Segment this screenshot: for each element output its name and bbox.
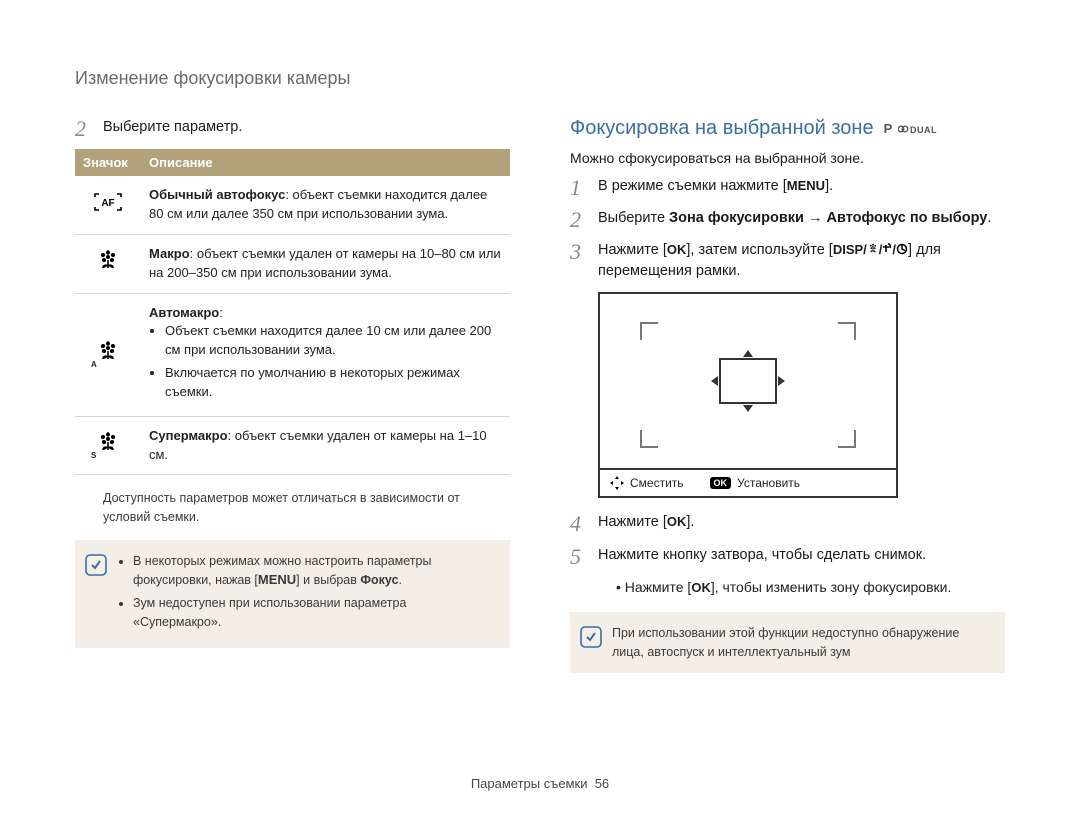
- page-footer: Параметры съемки 56: [0, 776, 1080, 791]
- right-step-3: 3 Нажмите [OK], затем используйте [DISP/…: [570, 240, 1005, 282]
- left-step-2: 2 Выберите параметр.: [75, 117, 510, 141]
- info-box-right: При использовании этой функции недоступн…: [570, 612, 1005, 674]
- info-text: При использовании этой функции недоступн…: [612, 624, 991, 662]
- right-step-4: 4 Нажмите [OK].: [570, 512, 1005, 536]
- row-rest: : объект съемки удален от камеры на 10–8…: [149, 246, 501, 280]
- step-number: 5: [570, 545, 598, 569]
- menu-key: MENU: [258, 570, 296, 590]
- dpad-icon: [610, 476, 624, 490]
- step-number: 1: [570, 176, 598, 200]
- lcd-viewport: [600, 294, 896, 468]
- step-number: 4: [570, 512, 598, 536]
- availability-note: Доступность параметров может отличаться …: [103, 489, 510, 525]
- lcd-move-label: Сместить: [630, 476, 684, 490]
- row-bold: Обычный автофокус: [149, 187, 285, 202]
- row-desc: Макро: объект съемки удален от камеры на…: [141, 234, 510, 293]
- focus-box: [719, 358, 777, 404]
- svg-text:AF: AF: [101, 198, 114, 209]
- macro-icon: [97, 250, 119, 278]
- mode-p-icon: P: [884, 121, 893, 136]
- ok-pill-icon: OK: [710, 477, 732, 489]
- step-text: Выберите параметр.: [103, 117, 510, 138]
- content-columns: 2 Выберите параметр. Значок Описание AF: [75, 117, 1005, 673]
- table-row: Макро: объект съемки удален от камеры на…: [75, 234, 510, 293]
- page-title: Изменение фокусировки камеры: [75, 68, 1005, 89]
- frame-corner: [838, 322, 856, 340]
- row-desc: Автомакро: Объект съемки находится далее…: [141, 293, 510, 416]
- info-li: В некоторых режимах можно настроить пара…: [133, 552, 496, 591]
- heading-text: Фокусировка на выбранной зоне: [570, 117, 874, 140]
- supermacro-icon: S: [97, 432, 119, 460]
- right-step-1: 1 В режиме съемки нажмите [MENU].: [570, 176, 1005, 200]
- supermacro-icon-cell: S: [75, 416, 141, 475]
- table-row: AF Обычный автофокус: объект съемки нахо…: [75, 176, 510, 234]
- step-number: 3: [570, 240, 598, 264]
- lcd-set-label: Установить: [737, 476, 800, 490]
- step-text: Выберите Зона фокусировки → Автофокус по…: [598, 208, 1005, 229]
- step-text: Нажмите [OK].: [598, 512, 1005, 533]
- svg-text:DUAL: DUAL: [910, 125, 937, 135]
- th-desc: Описание: [141, 149, 510, 176]
- table-row: A Автомакро: Объект съемки находится дал…: [75, 293, 510, 416]
- arrow-down-icon: [743, 405, 753, 412]
- info-icon: [580, 626, 602, 648]
- step-text: Нажмите [OK], затем используйте [DISP///…: [598, 240, 1005, 282]
- step-number: 2: [75, 117, 103, 141]
- left-column: 2 Выберите параметр. Значок Описание AF: [75, 117, 510, 673]
- ok-key: OK: [691, 578, 711, 598]
- frame-corner: [838, 430, 856, 448]
- step-text: В режиме съемки нажмите [MENU].: [598, 176, 1005, 197]
- right-step-5: 5 Нажмите кнопку затвора, чтобы сделать …: [570, 545, 1005, 569]
- row-bold: Автомакро: [149, 305, 219, 320]
- af-icon-cell: AF: [75, 176, 141, 234]
- step-text: Нажмите кнопку затвора, чтобы сделать сн…: [598, 545, 1005, 566]
- right-step-2: 2 Выберите Зона фокусировки → Автофокус …: [570, 208, 1005, 232]
- mode-badges: P DUAL: [884, 121, 939, 137]
- row-bold: Макро: [149, 246, 190, 261]
- menu-key: MENU: [787, 177, 825, 196]
- focus-modes-table: Значок Описание AF Обычн: [75, 149, 510, 475]
- macro-icon-cell: [75, 234, 141, 293]
- row-li: Включается по умолчанию в некоторых режи…: [165, 364, 502, 402]
- automacro-icon: A: [97, 341, 119, 369]
- row-desc: Обычный автофокус: объект съемки находит…: [141, 176, 510, 234]
- step-5-sub: Нажмите [OK], чтобы изменить зону фокуси…: [616, 577, 1005, 598]
- footer-label: Параметры съемки: [471, 776, 588, 791]
- mode-dual-icon: DUAL: [898, 121, 938, 137]
- frame-corner: [640, 322, 658, 340]
- lcd-bottom-bar: Сместить OK Установить: [600, 468, 896, 496]
- right-column: Фокусировка на выбранной зоне P DUAL Мож…: [570, 117, 1005, 673]
- step-number: 2: [570, 208, 598, 232]
- automacro-icon-cell: A: [75, 293, 141, 416]
- row-desc: Супермакро: объект съемки удален от каме…: [141, 416, 510, 475]
- intro-text: Можно сфокусироваться на выбранной зоне.: [570, 150, 1005, 166]
- info-li: Зум недоступен при использовании парамет…: [133, 594, 496, 632]
- disp-keys: DISP///: [833, 241, 908, 260]
- ok-key: OK: [667, 513, 687, 532]
- th-icon: Значок: [75, 149, 141, 176]
- info-icon: [85, 554, 107, 576]
- normal-af-icon: AF: [94, 193, 122, 217]
- info-box-left: В некоторых режимах можно настроить пара…: [75, 540, 510, 648]
- row-li: Объект съемки находится далее 10 см или …: [165, 322, 502, 360]
- ok-key: OK: [667, 241, 687, 260]
- arrow-left-icon: [711, 376, 718, 386]
- lcd-preview: Сместить OK Установить: [598, 292, 1005, 498]
- arrow-right-icon: [778, 376, 785, 386]
- row-bold: Супермакро: [149, 428, 228, 443]
- arrow-up-icon: [743, 350, 753, 357]
- section-heading: Фокусировка на выбранной зоне P DUAL: [570, 117, 1005, 140]
- footer-page: 56: [595, 776, 609, 791]
- frame-corner: [640, 430, 658, 448]
- table-row: S Супермакро: объект съемки удален от ка…: [75, 416, 510, 475]
